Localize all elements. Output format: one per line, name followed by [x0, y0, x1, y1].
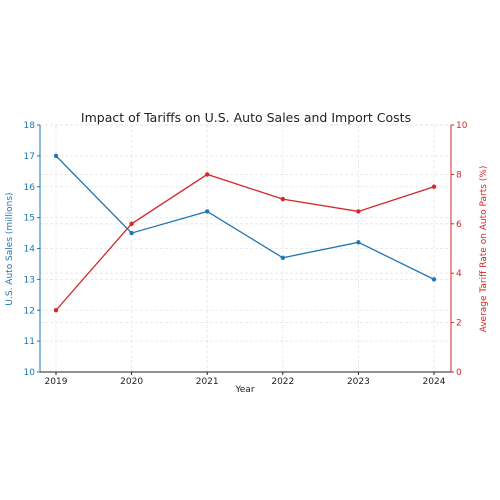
data-point-left	[129, 230, 134, 236]
left-tick-label: 14	[24, 245, 36, 255]
series-layer	[53, 153, 437, 313]
right-tick-label: 4	[456, 269, 462, 279]
x-axis-label: Year	[234, 385, 254, 395]
x-tick-label: 2023	[347, 377, 370, 387]
left-tick-label: 11	[24, 337, 35, 347]
data-point-right	[356, 209, 361, 214]
axes: 10 11 12 13 14 15 16 17 18 0 2 4 6 8 10 2019 2020 2021 202…	[24, 121, 468, 387]
left-tick-label: 16	[24, 183, 36, 193]
x-tick-label: 2021	[196, 377, 219, 387]
data-point-right	[53, 308, 59, 313]
right-tick-label: 10	[456, 121, 468, 131]
left-tick-label: 18	[24, 121, 36, 131]
data-point-left	[356, 240, 361, 245]
data-point-left	[431, 277, 437, 282]
data-point-left	[205, 209, 210, 214]
data-point-left	[280, 255, 285, 260]
chart-title: Impact of Tariffs on U.S. Auto Sales and…	[81, 110, 411, 125]
right-tick-label: 8	[456, 170, 462, 180]
x-tick-label: 2022	[271, 377, 294, 387]
left-tick-label: 12	[24, 306, 35, 316]
left-tick-label: 15	[24, 214, 35, 224]
right-tick-label: 2	[456, 319, 462, 329]
right-y-axis-label: Average Tariff Rate on Auto Parts (%)	[479, 166, 489, 333]
right-tick-label: 0	[456, 368, 462, 378]
grid	[40, 124, 451, 373]
left-tick-label: 10	[24, 368, 36, 378]
left-tick-label: 17	[24, 152, 35, 162]
x-tick-label: 2019	[45, 377, 68, 387]
data-point-right	[280, 196, 285, 202]
right-tick-label: 6	[456, 220, 462, 230]
series-line-right	[55, 173, 435, 311]
x-tick-label: 2024	[423, 377, 446, 387]
left-y-axis-label: U.S. Auto Sales (millions)	[5, 192, 15, 305]
series-line-left	[55, 155, 435, 280]
left-tick-label: 13	[24, 275, 35, 285]
data-point-right	[431, 184, 437, 189]
data-point-left	[53, 153, 59, 159]
data-point-right	[205, 172, 210, 177]
x-tick-label: 2020	[120, 377, 143, 387]
data-point-right	[129, 221, 134, 226]
